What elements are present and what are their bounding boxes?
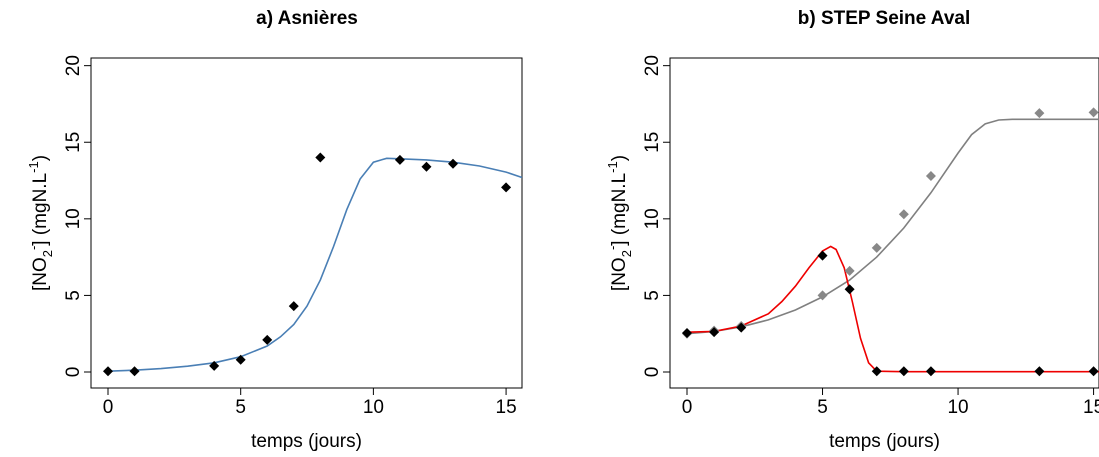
data-point	[898, 366, 909, 377]
data-point	[736, 322, 747, 333]
y-tick-label: 10	[63, 208, 84, 229]
y-tick-label: 0	[642, 367, 663, 378]
y-tick-label: 5	[63, 290, 84, 301]
data-point	[1088, 366, 1099, 377]
x-tick-label: 15	[1083, 397, 1099, 418]
data-point	[262, 334, 273, 345]
data-point	[925, 366, 936, 377]
data-point	[817, 250, 828, 261]
data-point	[315, 152, 326, 163]
data-point	[682, 327, 692, 338]
data-point	[288, 301, 299, 312]
y-tick-label: 10	[642, 208, 663, 229]
data-point	[1088, 107, 1099, 118]
y-tick-label: 0	[63, 367, 84, 378]
y-tick-label: 15	[63, 132, 84, 153]
data-point	[844, 284, 855, 295]
y-axis-label: [NO2-] (mgN.L-1)	[26, 155, 55, 291]
data-point	[709, 327, 720, 338]
y-tick-label: 15	[642, 132, 663, 153]
y-tick-label: 20	[63, 55, 84, 76]
x-tick-label: 0	[103, 397, 114, 418]
panel-a: a) Asnières 0 5 10 15 0 5 10 15 20 temps (jours) [N…	[26, 8, 523, 452]
series-line-1	[107, 157, 523, 372]
x-tick-label: 10	[947, 397, 968, 418]
data-point	[501, 182, 512, 193]
data-point	[103, 366, 113, 377]
x-tick-label: 15	[496, 397, 517, 418]
panel-b: b) STEP Seine Aval 0 5 10 15 0 5 10 15 20 temps (j…	[605, 8, 1099, 452]
x-tick-label: 0	[682, 397, 693, 418]
data-point	[844, 265, 855, 276]
y-axis-label: [NO2-] (mgN.L-1)	[605, 155, 634, 291]
y-tick-label: 5	[642, 290, 663, 301]
x-tick-label: 10	[363, 397, 384, 418]
data-point	[925, 170, 936, 181]
data-point	[898, 209, 909, 220]
x-tick-label: 5	[817, 397, 828, 418]
x-tick-label: 5	[235, 397, 246, 418]
data-point	[1034, 366, 1045, 377]
data-point	[235, 354, 246, 365]
data-point	[209, 360, 220, 371]
series-line-2	[686, 118, 1099, 335]
series-line-3	[686, 245, 1099, 373]
x-axis-label: temps (jours)	[251, 431, 362, 452]
plot-frame	[669, 57, 1099, 389]
plot-frame	[90, 57, 523, 389]
data-point	[871, 366, 882, 377]
data-point	[1034, 108, 1045, 119]
data-point	[129, 366, 140, 377]
data-point	[448, 158, 458, 169]
chart-title: a) Asnières	[256, 8, 358, 29]
data-point	[421, 161, 432, 172]
data-point	[871, 242, 882, 253]
data-point	[394, 154, 405, 165]
x-axis-label: temps (jours)	[829, 431, 940, 452]
data-point	[817, 290, 828, 301]
chart-title: b) STEP Seine Aval	[798, 8, 970, 29]
y-tick-label: 20	[642, 55, 663, 76]
